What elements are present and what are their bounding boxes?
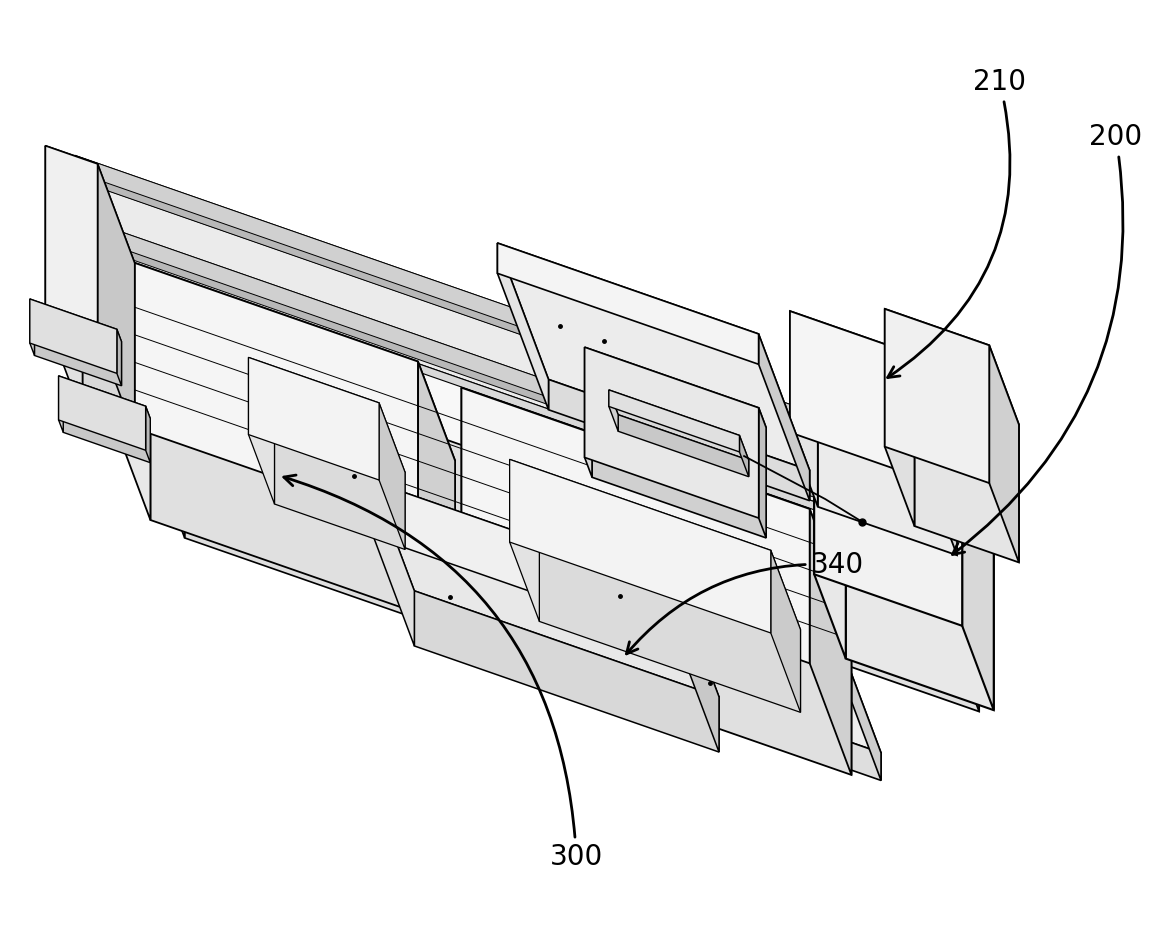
- Polygon shape: [101, 224, 971, 544]
- Polygon shape: [83, 245, 134, 434]
- Polygon shape: [58, 375, 146, 451]
- Polygon shape: [97, 164, 134, 434]
- Polygon shape: [75, 155, 946, 475]
- Text: 210: 210: [887, 69, 1026, 377]
- Polygon shape: [379, 403, 406, 550]
- Polygon shape: [373, 482, 719, 697]
- Polygon shape: [109, 271, 980, 712]
- Text: 340: 340: [627, 551, 864, 654]
- Polygon shape: [759, 334, 810, 501]
- Polygon shape: [818, 386, 957, 555]
- Polygon shape: [759, 408, 766, 538]
- Polygon shape: [155, 431, 185, 538]
- Polygon shape: [989, 345, 1019, 563]
- Polygon shape: [584, 348, 766, 427]
- Text: 200: 200: [953, 123, 1142, 554]
- Polygon shape: [885, 309, 989, 483]
- Polygon shape: [46, 146, 97, 335]
- Polygon shape: [373, 482, 678, 643]
- Polygon shape: [790, 311, 929, 481]
- Polygon shape: [584, 348, 759, 518]
- Polygon shape: [249, 358, 275, 504]
- Polygon shape: [462, 387, 851, 620]
- Polygon shape: [851, 674, 881, 781]
- Polygon shape: [962, 405, 994, 710]
- Polygon shape: [101, 224, 104, 250]
- Polygon shape: [151, 355, 455, 626]
- Polygon shape: [845, 438, 994, 710]
- Polygon shape: [155, 431, 851, 701]
- Polygon shape: [155, 431, 881, 753]
- Polygon shape: [101, 180, 132, 273]
- Polygon shape: [462, 387, 810, 664]
- Polygon shape: [790, 311, 957, 434]
- Polygon shape: [946, 458, 948, 484]
- Polygon shape: [373, 482, 414, 646]
- Polygon shape: [146, 406, 151, 463]
- Polygon shape: [101, 180, 919, 473]
- Polygon shape: [75, 155, 948, 467]
- Polygon shape: [609, 390, 740, 452]
- Polygon shape: [132, 264, 950, 557]
- Polygon shape: [814, 354, 994, 489]
- Polygon shape: [609, 390, 748, 460]
- Polygon shape: [113, 256, 455, 461]
- Polygon shape: [46, 146, 83, 416]
- Polygon shape: [30, 299, 117, 374]
- Polygon shape: [510, 460, 539, 621]
- Polygon shape: [498, 243, 810, 470]
- Polygon shape: [929, 360, 957, 555]
- Polygon shape: [790, 311, 818, 507]
- Polygon shape: [101, 224, 975, 537]
- Polygon shape: [618, 414, 748, 476]
- Polygon shape: [30, 299, 122, 342]
- Polygon shape: [942, 475, 980, 712]
- Polygon shape: [185, 511, 881, 781]
- Polygon shape: [498, 243, 548, 410]
- Polygon shape: [810, 509, 851, 775]
- Polygon shape: [113, 256, 151, 520]
- Polygon shape: [462, 387, 503, 654]
- Polygon shape: [104, 234, 975, 553]
- Polygon shape: [117, 329, 122, 386]
- Polygon shape: [814, 354, 845, 658]
- Polygon shape: [414, 590, 719, 752]
- Polygon shape: [814, 354, 962, 626]
- Polygon shape: [503, 500, 851, 775]
- Polygon shape: [740, 436, 748, 476]
- Polygon shape: [75, 155, 78, 181]
- Polygon shape: [678, 588, 719, 752]
- Polygon shape: [914, 388, 1019, 563]
- Polygon shape: [78, 164, 948, 484]
- Polygon shape: [113, 256, 419, 527]
- Text: 300: 300: [284, 475, 603, 870]
- Polygon shape: [885, 309, 1019, 425]
- Polygon shape: [885, 309, 914, 526]
- Polygon shape: [71, 171, 980, 574]
- Polygon shape: [498, 243, 759, 364]
- Polygon shape: [419, 362, 455, 626]
- Polygon shape: [58, 375, 63, 432]
- Polygon shape: [34, 311, 122, 386]
- Polygon shape: [249, 358, 406, 473]
- Polygon shape: [275, 426, 406, 550]
- Polygon shape: [510, 460, 801, 629]
- Polygon shape: [919, 464, 950, 557]
- Polygon shape: [249, 358, 379, 480]
- Polygon shape: [584, 348, 592, 477]
- Polygon shape: [510, 460, 770, 633]
- Polygon shape: [592, 367, 766, 538]
- Polygon shape: [770, 551, 801, 712]
- Polygon shape: [63, 388, 151, 463]
- Polygon shape: [101, 180, 950, 549]
- Polygon shape: [30, 299, 34, 355]
- Polygon shape: [548, 379, 810, 501]
- Polygon shape: [71, 171, 109, 409]
- Polygon shape: [971, 527, 975, 553]
- Polygon shape: [46, 146, 134, 263]
- Polygon shape: [71, 171, 942, 613]
- Polygon shape: [609, 390, 618, 431]
- Polygon shape: [58, 375, 151, 419]
- Polygon shape: [539, 539, 801, 712]
